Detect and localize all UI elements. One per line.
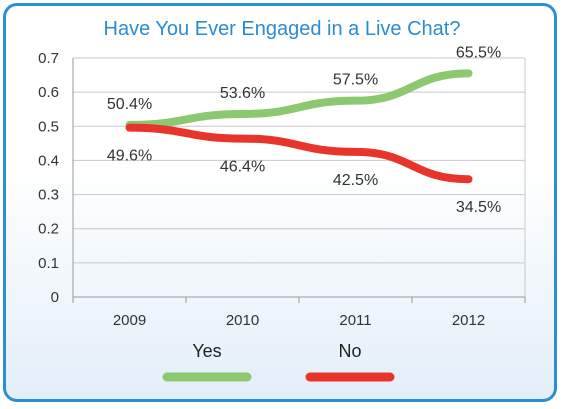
series-line-no: [125, 123, 473, 184]
y-tick-label: 0.3: [38, 187, 59, 204]
chart-title: Have You Ever Engaged in a Live Chat?: [104, 18, 461, 40]
data-label-no: 49.6%: [107, 148, 152, 165]
data-label-yes: 50.4%: [107, 96, 152, 113]
x-tick-label: 2009: [113, 312, 146, 329]
data-label-yes: 65.5%: [456, 44, 501, 61]
data-label-yes: 57.5%: [333, 72, 378, 89]
legend-label-no: No: [338, 341, 361, 361]
data-label-no: 42.5%: [333, 172, 378, 189]
series-line-yes: [125, 69, 473, 129]
y-tick-label: 0.7: [38, 50, 59, 67]
x-tick-label: 2010: [226, 312, 259, 329]
y-tick-label: 0.2: [38, 221, 59, 238]
axes: 0 0.1 0.2 0.3 0.4 0.5 0.6 0.7 2009 2010 2011 2012: [38, 50, 526, 329]
data-label-no: 34.5%: [456, 199, 501, 216]
x-tick-label: 2011: [339, 312, 371, 329]
y-tick-label: 0.6: [38, 84, 59, 101]
legend-label-yes: Yes: [192, 341, 221, 361]
y-tick-label: 0.5: [38, 118, 59, 135]
series-lines: [125, 69, 473, 184]
legend: Yes No: [162, 341, 395, 382]
data-label-no: 46.4%: [220, 159, 265, 176]
data-labels: 50.4% 53.6% 57.5% 65.5% 49.6% 46.4% 42.5% 34.5%: [107, 44, 501, 216]
y-tick-label: 0.4: [38, 152, 59, 169]
y-tick-label: 0.1: [38, 255, 59, 272]
data-label-yes: 53.6%: [220, 85, 265, 102]
y-tick-label: 0: [51, 289, 59, 306]
x-tick-label: 2012: [452, 312, 485, 329]
